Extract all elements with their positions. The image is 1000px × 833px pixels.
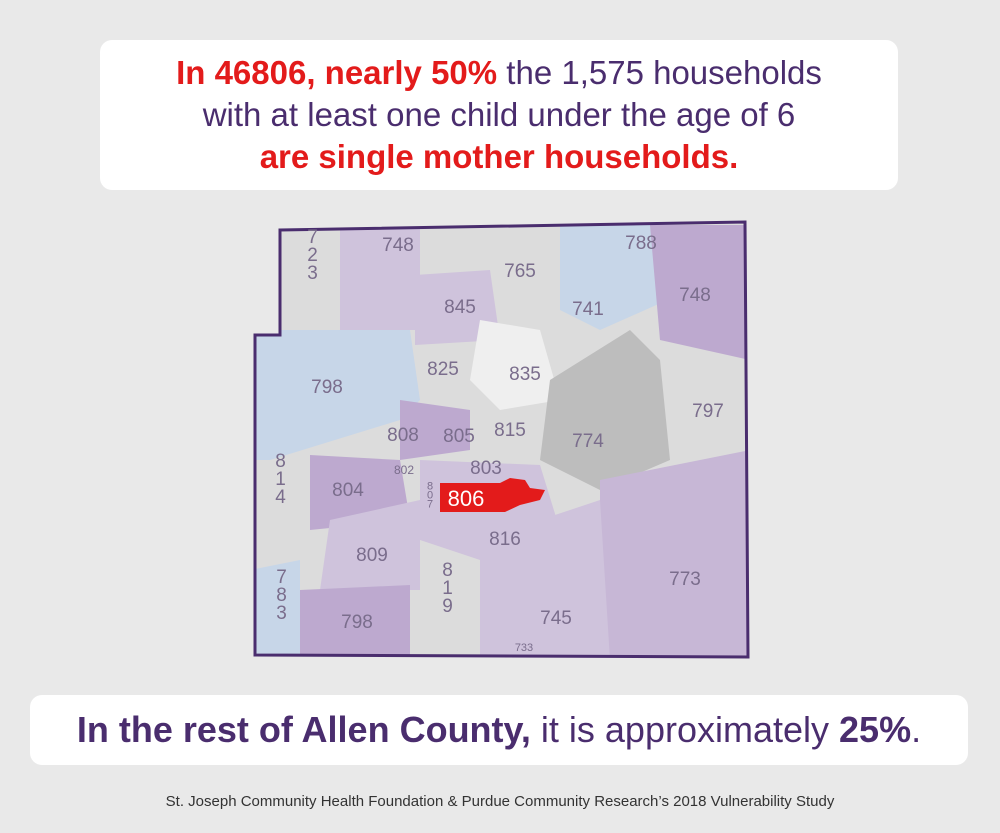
zip-label: 773 xyxy=(669,569,701,590)
zip-label: 798 xyxy=(311,377,343,398)
zip-label: 819 xyxy=(437,560,458,614)
zip-label: 815 xyxy=(494,420,526,441)
zip-label: 825 xyxy=(427,359,459,380)
zip-label: 733 xyxy=(515,642,533,654)
bottom-highlight: In the rest of Allen County, xyxy=(76,709,531,750)
zip-label: 835 xyxy=(509,364,541,385)
zip-label: 745 xyxy=(540,608,572,629)
zip-label: 802 xyxy=(394,463,414,477)
zip-label: 803 xyxy=(470,458,502,479)
headline-highlight: are single mother households. xyxy=(259,138,739,175)
zip-label: 797 xyxy=(692,401,724,422)
bottom-text: it is approximately xyxy=(540,709,830,750)
regions xyxy=(255,222,748,657)
zip-label: 816 xyxy=(489,529,521,550)
county-border xyxy=(253,220,750,659)
zip-label: 765 xyxy=(504,261,536,282)
headline-box: In 46806, nearly 50% the 1,575 household… xyxy=(100,40,898,190)
zip-label: 807 xyxy=(424,481,436,508)
zip-label: 809 xyxy=(356,545,388,566)
zip-label: 798 xyxy=(341,612,373,633)
highlight-region xyxy=(440,478,545,512)
zip-label: 814 xyxy=(270,451,291,505)
headline-line: with at least one child under the age of… xyxy=(202,96,796,133)
bottom-highlight: 25% xyxy=(839,709,912,750)
zip-label: 788 xyxy=(625,233,657,254)
zip-label: 804 xyxy=(332,480,364,501)
zip-label: 741 xyxy=(572,299,604,320)
bottom-box: In the rest of Allen County, it is appro… xyxy=(30,695,968,765)
zip-label: 806 xyxy=(448,486,485,511)
zip-label: 783 xyxy=(271,567,292,621)
headline-line: In 46806, nearly 50% the 1,575 household… xyxy=(100,52,898,94)
headline-highlight: In 46806, nearly 50% xyxy=(176,54,498,91)
zip-label: 723 xyxy=(302,227,323,281)
map: 748 788 723 765 741 748 845 825 835 798 797 808 805 8… xyxy=(253,220,750,659)
zip-label: 845 xyxy=(444,297,476,318)
zip-label: 748 xyxy=(679,285,711,306)
zip-label: 774 xyxy=(572,431,604,452)
zip-label: 808 xyxy=(387,425,419,446)
footer: St. Joseph Community Health Foundation &… xyxy=(165,793,835,810)
headline-text: the 1,575 households xyxy=(506,54,822,91)
zip-label: 805 xyxy=(443,426,475,447)
zip-label: 748 xyxy=(382,235,414,256)
bottom-text: . xyxy=(911,709,922,750)
